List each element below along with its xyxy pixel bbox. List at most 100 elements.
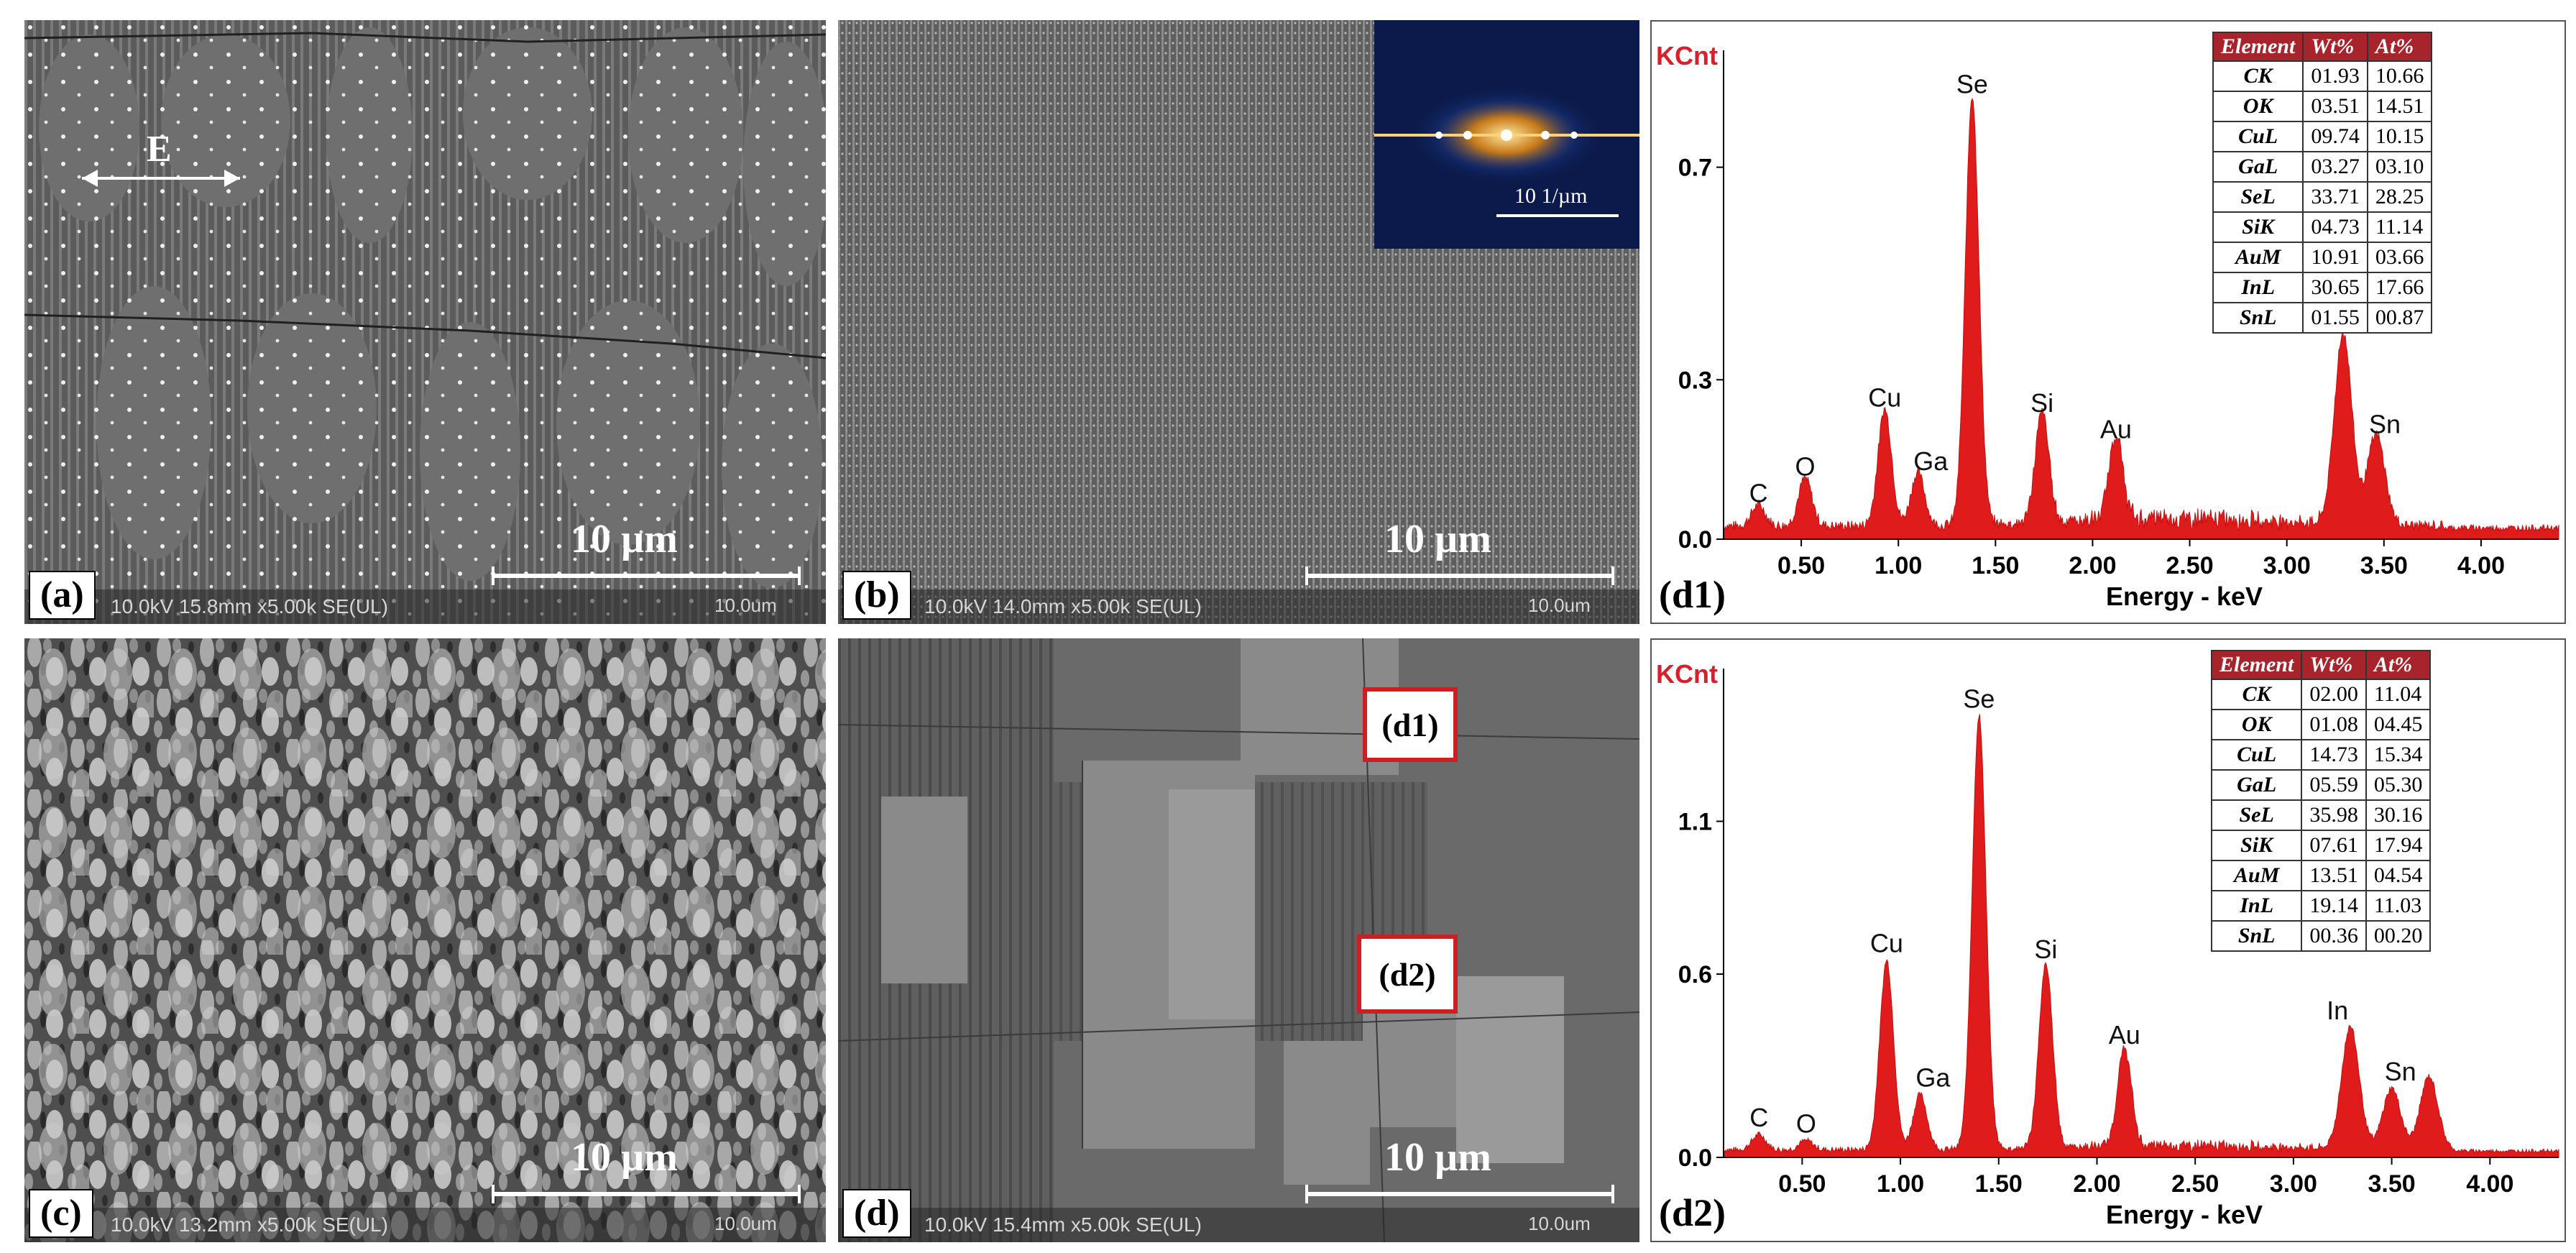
peak-label-c: C <box>1749 1103 1768 1132</box>
at-cell: 14.51 <box>2366 91 2433 122</box>
wt-cell: 13.51 <box>2301 860 2367 891</box>
at-cell: 28.25 <box>2366 181 2433 213</box>
peak-label-si: Si <box>2034 935 2057 964</box>
table-row: InL 30.65 17.66 <box>2212 272 2433 303</box>
scale-bar <box>492 1185 801 1203</box>
at-cell: 17.94 <box>2365 830 2432 861</box>
at-cell: 11.03 <box>2365 890 2432 922</box>
scale-bar-label: 10 µm <box>1384 1135 1491 1180</box>
element-cell: CuL <box>2210 739 2303 771</box>
wt-cell: 05.59 <box>2301 769 2367 801</box>
scale-bar-small-label: 10.0um <box>1528 1213 1591 1234</box>
x-tick-label: 3.50 <box>2368 1170 2416 1198</box>
table-row: SeL 33.71 28.25 <box>2212 181 2433 213</box>
y-tick-label: 0.7 <box>1678 155 1712 182</box>
y-tick-label: 0.6 <box>1678 961 1712 988</box>
col-wt: Wt% <box>2301 650 2367 680</box>
element-cell: CuL <box>2212 121 2304 152</box>
peak-label-o: O <box>1796 1109 1816 1138</box>
table-row: InL 19.14 11.03 <box>2210 890 2432 922</box>
y-tick-label: 0.3 <box>1678 367 1712 394</box>
x-tick-label: 2.00 <box>2069 552 2116 579</box>
element-cell: CK <box>2212 60 2304 92</box>
wt-cell: 01.93 <box>2302 60 2368 92</box>
fft-pattern <box>1374 85 1639 217</box>
sem-info-text: 10.0kV 13.2mm x5.00k SE(UL) <box>111 1213 388 1236</box>
panel-label: (d) <box>842 1189 911 1238</box>
element-cell: SnL <box>2210 920 2303 952</box>
wt-cell: 09.74 <box>2302 121 2368 152</box>
table-row: SiK 07.61 17.94 <box>2210 830 2432 861</box>
panel-label: (c) <box>29 1189 93 1238</box>
element-table-d2: Element Wt% At% CK 02.00 11.04 OK 01.08 04.45… <box>2210 650 2432 952</box>
x-tick-label: 2.50 <box>2171 1170 2219 1198</box>
fft-inset: 10 1/µm <box>1374 20 1639 249</box>
element-cell: GaL <box>2212 151 2304 183</box>
wt-cell: 14.73 <box>2301 739 2367 771</box>
sem-footer-bar <box>838 589 1639 624</box>
table-row: GaL 03.27 03.10 <box>2212 151 2433 183</box>
peak-label-ga: Ga <box>1915 1063 1951 1093</box>
col-element: Element <box>2212 32 2304 62</box>
element-cell: SeL <box>2212 181 2304 213</box>
wt-cell: 19.14 <box>2301 890 2367 922</box>
y-tick-label: 0.0 <box>1678 526 1712 554</box>
peak-label-c: C <box>1749 478 1768 508</box>
col-element: Element <box>2210 650 2303 680</box>
peak-label-si: Si <box>2030 388 2053 418</box>
eds-spectrum-d1: KCnt 0.0 0.3 0.7 0.50 1.00 1.50 2.00 2.50 3.00 3.5… <box>1656 41 2559 611</box>
scale-bar-small-label: 10.0um <box>714 1213 777 1234</box>
sem-panel-a: E 10.0kV 15.8mm x5.00k SE(UL) 10 µm 10.0… <box>24 20 826 624</box>
table-row: AuM 13.51 04.54 <box>2210 860 2432 891</box>
y-axis-label: KCnt <box>1656 659 1718 689</box>
wt-cell: 01.08 <box>2301 709 2367 740</box>
col-at: At% <box>2366 32 2433 62</box>
table-row: SeL 35.98 30.16 <box>2210 799 2432 831</box>
sem-texture-d <box>838 638 1639 1242</box>
table-row: CuL 14.73 15.34 <box>2210 739 2432 771</box>
wt-cell: 33.71 <box>2302 181 2368 213</box>
sem-info-text: 10.0kV 15.8mm x5.00k SE(UL) <box>111 595 388 618</box>
x-tick-label: 1.50 <box>1975 1170 2023 1198</box>
table-row: OK 03.51 14.51 <box>2212 91 2433 122</box>
element-cell: OK <box>2210 709 2303 740</box>
peak-label-au: Au <box>2100 415 2132 444</box>
element-cell: GaL <box>2210 769 2303 801</box>
table-row: OK 01.08 04.45 <box>2210 709 2432 740</box>
wt-cell: 04.73 <box>2302 211 2368 243</box>
at-cell: 15.34 <box>2365 739 2432 771</box>
panel-label: (b) <box>842 571 911 620</box>
at-cell: 17.66 <box>2366 272 2433 303</box>
eds-panel-d1: KCnt 0.0 0.3 0.7 0.50 1.00 1.50 2.00 2.50 3.00 3.5… <box>1650 20 2566 624</box>
wt-cell: 03.51 <box>2302 91 2368 122</box>
x-tick-label: 2.50 <box>2166 552 2213 579</box>
wt-cell: 03.27 <box>2302 151 2368 183</box>
wt-cell: 07.61 <box>2301 830 2367 861</box>
at-cell: 11.14 <box>2366 211 2433 243</box>
at-cell: 00.20 <box>2365 920 2432 952</box>
table-row: SiK 04.73 11.14 <box>2212 211 2433 243</box>
x-tick-label: 3.00 <box>2263 552 2311 579</box>
sem-footer-bar <box>24 1208 826 1242</box>
element-cell: InL <box>2212 272 2304 303</box>
sem-panel-b: 10 1/µm 10.0kV 14.0mm x5.00k SE(UL) 10 µ… <box>838 20 1639 624</box>
element-cell: SiK <box>2210 830 2303 861</box>
at-cell: 04.45 <box>2365 709 2432 740</box>
region-box-d1: (d1) <box>1363 687 1458 762</box>
panel-label: (d2) <box>1659 1191 1726 1234</box>
element-cell: SiK <box>2212 211 2304 243</box>
peak-label-se: Se <box>1963 684 1995 714</box>
scale-bar-small-label: 10.0um <box>714 595 777 616</box>
peak-label-au: Au <box>2109 1020 2140 1050</box>
col-wt: Wt% <box>2302 32 2368 62</box>
peak-label-sn: Sn <box>2369 409 2401 439</box>
col-at: At% <box>2365 650 2432 680</box>
panel-label: (a) <box>29 571 96 620</box>
at-cell: 11.04 <box>2365 679 2432 710</box>
y-axis-label: KCnt <box>1656 41 1718 70</box>
sem-texture-c <box>24 638 826 1242</box>
fft-scale-label: 10 1/µm <box>1514 184 1588 208</box>
table-row: SnL 00.36 00.20 <box>2210 920 2432 952</box>
x-tick-label: 0.50 <box>1777 552 1825 579</box>
wt-cell: 01.55 <box>2302 302 2368 334</box>
